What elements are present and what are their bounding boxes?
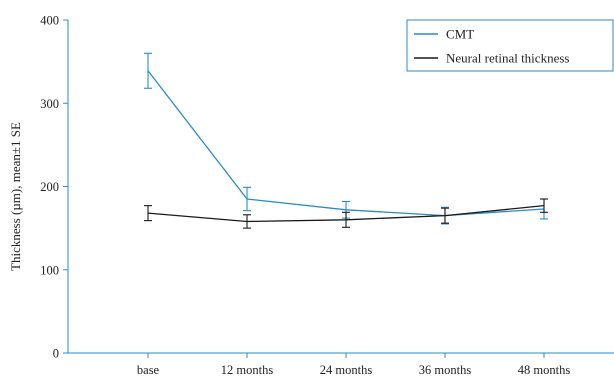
legend-label: CMT [446, 27, 474, 42]
x-tick-label: 24 months [320, 363, 373, 377]
series-neural-retinal-thickness [144, 198, 548, 229]
series-cmt [144, 52, 548, 225]
x-tick-label: 12 months [221, 363, 274, 377]
series-line [147, 70, 545, 217]
x-tick-label: 36 months [419, 363, 472, 377]
legend: CMT Neural retinal thickness [406, 19, 614, 72]
x-ticks: base 12 months 24 months 36 months 48 months [137, 353, 570, 377]
legend-box [406, 19, 614, 72]
x-tick-label: base [137, 363, 160, 377]
series-layer [144, 52, 548, 229]
y-axis-title: Thickness (µm), mean±1 SE [8, 122, 23, 271]
y-tick-label: 100 [40, 263, 59, 277]
y-tick-label: 300 [40, 97, 59, 111]
y-tick-label: 200 [40, 180, 59, 194]
legend-label: Neural retinal thickness [446, 51, 569, 66]
y-tick-label: 400 [40, 14, 59, 28]
x-tick-label: 48 months [518, 363, 571, 377]
y-ticks: 0 100 200 300 400 [40, 14, 68, 361]
y-tick-label: 0 [53, 347, 59, 361]
